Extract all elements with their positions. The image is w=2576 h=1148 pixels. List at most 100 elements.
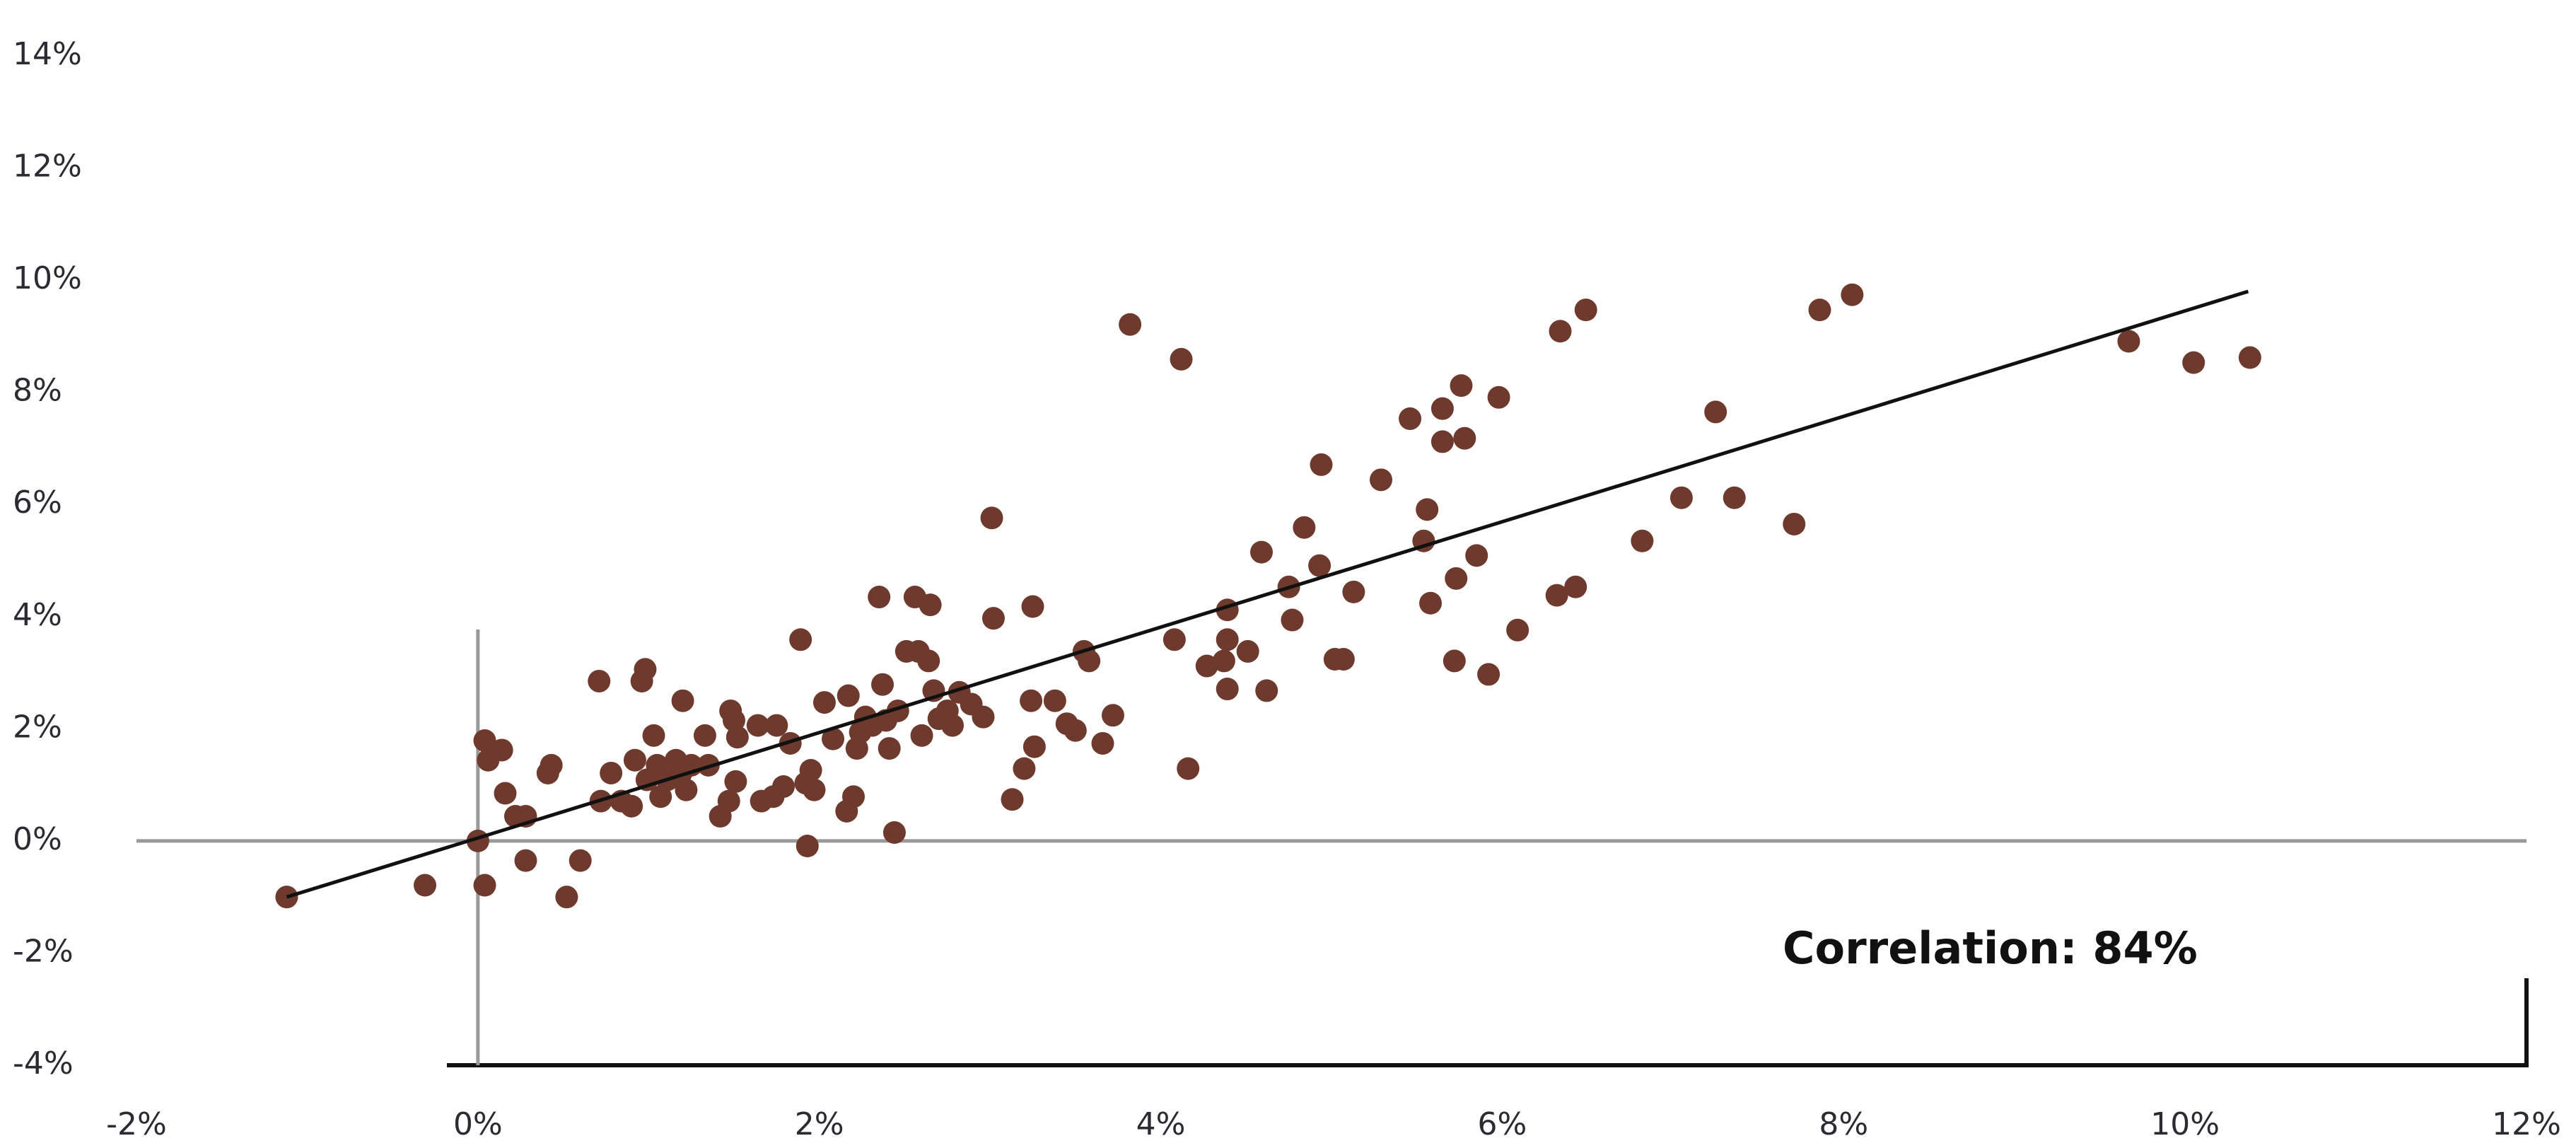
point [1331, 648, 1355, 671]
y-tick-label: 14% [13, 36, 82, 72]
point [723, 709, 745, 732]
point [1001, 788, 1024, 811]
point [725, 726, 749, 749]
point [1370, 468, 1393, 492]
point [671, 689, 694, 712]
point [1487, 385, 1510, 409]
point [1170, 347, 1193, 371]
point [837, 684, 860, 707]
point [1021, 595, 1044, 618]
point [1119, 313, 1142, 336]
point [1545, 584, 1568, 607]
point [1250, 540, 1274, 564]
point [634, 658, 657, 681]
point [1419, 591, 1443, 615]
y-tick-label: 2% [13, 709, 62, 745]
point [981, 607, 1005, 630]
point [1020, 689, 1043, 712]
point [1162, 628, 1186, 651]
point [1091, 731, 1114, 755]
x-tick-label: 12% [2492, 1106, 2561, 1142]
y-tick-label: 0% [13, 821, 62, 857]
point [1216, 678, 1239, 701]
point [1808, 298, 1831, 322]
point [1477, 663, 1500, 686]
point [724, 770, 747, 793]
point [772, 775, 795, 798]
x-tick-label: 4% [1136, 1106, 1186, 1142]
point [1549, 320, 1572, 343]
point [1704, 400, 1727, 424]
point [494, 782, 517, 805]
point [871, 673, 894, 696]
point [980, 506, 1003, 530]
point [799, 758, 822, 782]
point [675, 778, 698, 801]
point [1255, 679, 1278, 702]
point [765, 714, 788, 737]
point [1465, 544, 1488, 567]
point [1043, 689, 1066, 712]
x-tick-label: 2% [795, 1106, 844, 1142]
point [1669, 486, 1693, 509]
point [795, 835, 819, 858]
point [600, 761, 623, 784]
point [746, 714, 769, 737]
point [1342, 580, 1365, 603]
point [569, 849, 592, 872]
point [1430, 430, 1454, 453]
point [1177, 757, 1200, 780]
point [642, 724, 665, 747]
point [1308, 554, 1331, 577]
point [1013, 757, 1036, 780]
point [882, 821, 906, 844]
point [1063, 719, 1087, 742]
point [1416, 498, 1439, 521]
point [1841, 283, 1864, 306]
x-tick-label: 10% [2150, 1106, 2220, 1142]
point [1212, 649, 1235, 673]
point [555, 886, 578, 909]
point [1631, 529, 1654, 552]
point [803, 778, 826, 801]
point [941, 714, 964, 737]
point [1293, 516, 1316, 539]
point [910, 724, 933, 747]
point [1022, 735, 1046, 758]
point [878, 737, 901, 760]
x-tick-label: 8% [1819, 1106, 1868, 1142]
point [1564, 575, 1587, 598]
point [972, 705, 995, 729]
point [620, 794, 643, 818]
point [1430, 397, 1454, 420]
point [1445, 567, 1468, 590]
point [1506, 618, 1529, 642]
point [1310, 453, 1333, 476]
point [822, 727, 845, 750]
x-tick-label: 6% [1478, 1106, 1527, 1142]
point [919, 593, 942, 617]
point [1450, 374, 1473, 398]
point [473, 874, 496, 897]
point [812, 691, 836, 714]
point [1443, 649, 1466, 673]
y-tick-label: 8% [13, 373, 62, 409]
point [1078, 649, 1101, 673]
point [540, 753, 563, 777]
x-tick-label: -2% [106, 1106, 167, 1142]
trendline [286, 289, 2249, 899]
y-tick-label: 12% [13, 149, 82, 185]
point [693, 724, 716, 747]
point [1236, 639, 1259, 663]
point [1195, 654, 1218, 678]
point [588, 669, 611, 692]
point [1453, 427, 1476, 450]
point [917, 649, 940, 673]
point [490, 738, 513, 762]
point [1783, 512, 1806, 535]
y-tick-label: -4% [13, 1045, 74, 1082]
point [623, 748, 646, 772]
point [1574, 298, 1597, 322]
point [717, 789, 740, 813]
